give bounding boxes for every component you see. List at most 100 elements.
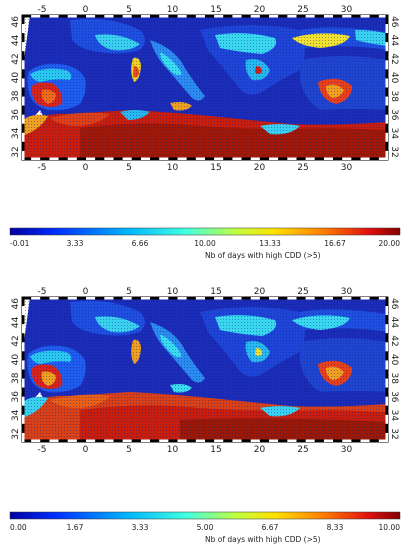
lon-tick-label: 20	[254, 163, 266, 173]
graticule-bar-segment	[58, 297, 68, 300]
lat-tick-label: 40	[11, 354, 21, 366]
lat-tick-labels-top-left: 32 34 36 38 40 42 44 46	[11, 16, 21, 158]
graticule-bar-segment	[259, 15, 270, 18]
lon-tick-label: 15	[210, 163, 221, 173]
graticule-bar-segment	[195, 157, 205, 160]
graticule-bar-segment	[122, 297, 132, 300]
lon-tick-labels-bottom-lower: -5 0 5 10 15 20 25 30	[38, 445, 353, 455]
colorbar-tick-label: 3.33	[132, 523, 149, 532]
graticule-bar-segment	[232, 297, 242, 300]
graticule-bar-segment	[22, 105, 25, 115]
graticule-bar-segment	[333, 15, 343, 18]
lon-tick-label: 10	[167, 445, 179, 455]
lon-tick-label: 30	[341, 445, 353, 455]
graticule-bar-segment	[22, 333, 25, 343]
graticule-bar-segment	[22, 342, 25, 352]
graticule-bar-segment	[31, 15, 41, 18]
lat-tick-label: 34	[11, 127, 21, 139]
lon-tick-labels-top-lower: -5 0 5 10 15 20 25 30	[38, 163, 353, 173]
graticule-bar-segment	[31, 297, 41, 300]
graticule-bar-segment	[323, 439, 334, 442]
graticule-bar-segment	[223, 297, 233, 300]
graticule-bar-segment	[314, 157, 324, 160]
graticule-bar-segment	[287, 157, 297, 160]
graticule-bar-segment	[40, 157, 50, 160]
graticule-bar-segment	[113, 439, 123, 442]
graticule-bar-segment	[22, 351, 25, 361]
graticule-bar-segment	[150, 439, 160, 442]
graticule-bar-segment	[22, 324, 25, 334]
lat-tick-label: 42	[11, 335, 21, 346]
graticule-bar-segment	[333, 439, 343, 442]
lon-tick-label: 5	[126, 163, 132, 173]
graticule-bar-segment	[159, 15, 169, 18]
graticule-bar-segment	[131, 297, 141, 300]
colorbar-tick-label: 6.66	[132, 239, 149, 248]
lat-tick-label: 32	[389, 428, 399, 439]
graticule-bar-segment	[323, 15, 334, 18]
graticule-bar-segment	[22, 360, 25, 370]
lat-tick-label: 32	[11, 428, 21, 439]
graticule-bar-segment	[22, 369, 25, 379]
graticule-bar-segment	[269, 439, 279, 442]
graticule-bar-segment	[214, 297, 224, 300]
graticule-bar-segment	[22, 157, 32, 160]
lat-tick-labels-bottom-right: 32 34 36 38 40 42 44 46	[389, 298, 399, 440]
graticule-bar-segment	[168, 297, 178, 300]
lon-tick-label: 10	[167, 5, 179, 15]
graticule-bar-segment	[385, 432, 388, 442]
lat-tick-label: 36	[11, 109, 21, 121]
graticule-bar-segment	[22, 306, 25, 316]
lat-tick-label: 36	[11, 391, 21, 403]
lon-tick-label: 25	[297, 163, 308, 173]
graticule-bar-segment	[86, 297, 96, 300]
graticule-bar-segment	[385, 324, 388, 334]
graticule-bar-segment	[342, 297, 352, 300]
graticule-bar-segment	[150, 157, 160, 160]
graticule-bar-segment	[385, 387, 388, 397]
lat-tick-label: 40	[389, 72, 399, 84]
graticule-bar-segment	[305, 15, 315, 18]
lon-tick-label: 15	[210, 287, 221, 297]
graticule-bar-segment	[342, 157, 352, 160]
graticule-bar-segment	[223, 157, 233, 160]
graticule-bar-segment	[287, 439, 297, 442]
graticule-bar-segment	[131, 439, 141, 442]
graticule-bar-segment	[22, 87, 25, 97]
graticule-bar-segment	[140, 297, 151, 300]
graticule-bar-segment	[168, 439, 178, 442]
lat-tick-labels-top-right: 32 34 36 38 40 42 44 46	[389, 16, 399, 158]
graticule-bar-segment	[58, 15, 68, 18]
graticule-bar-segment	[168, 157, 178, 160]
graticule-bar-segment	[205, 157, 215, 160]
graticule-bar-segment	[385, 342, 388, 352]
graticule-bar-segment	[22, 414, 25, 424]
graticule-bar-segment	[385, 333, 388, 343]
graticule-bar-segment	[177, 439, 187, 442]
graticule-bar-segment	[195, 15, 205, 18]
graticule-bar-segment	[360, 439, 370, 442]
lat-tick-label: 36	[389, 109, 399, 121]
graticule-bar-segment	[31, 157, 41, 160]
graticule-bar-segment	[385, 114, 388, 124]
graticule-bar-segment	[177, 297, 187, 300]
graticule-bar-segment	[385, 405, 388, 415]
graticule-bar-segment	[314, 297, 324, 300]
lat-tick-label: 38	[11, 90, 21, 102]
graticule-bar-segment	[360, 157, 370, 160]
graticule-bar-segment	[131, 157, 141, 160]
lat-tick-label: 38	[389, 372, 399, 384]
graticule-bar-segment	[22, 132, 25, 142]
lon-tick-label: 20	[254, 445, 266, 455]
graticule-bar-segment	[385, 87, 388, 97]
graticule-bar-segment	[385, 150, 388, 160]
lat-tick-label: 38	[11, 372, 21, 384]
graticule-bar-segment	[58, 439, 68, 442]
graticule-bar-segment	[22, 378, 25, 388]
lat-tick-label: 34	[389, 128, 399, 140]
colorbar-tick-label: 0.00	[10, 523, 27, 532]
lat-tick-label: 42	[11, 53, 21, 64]
lat-tick-label: 42	[389, 335, 399, 346]
graticule-bar-segment	[22, 297, 32, 300]
